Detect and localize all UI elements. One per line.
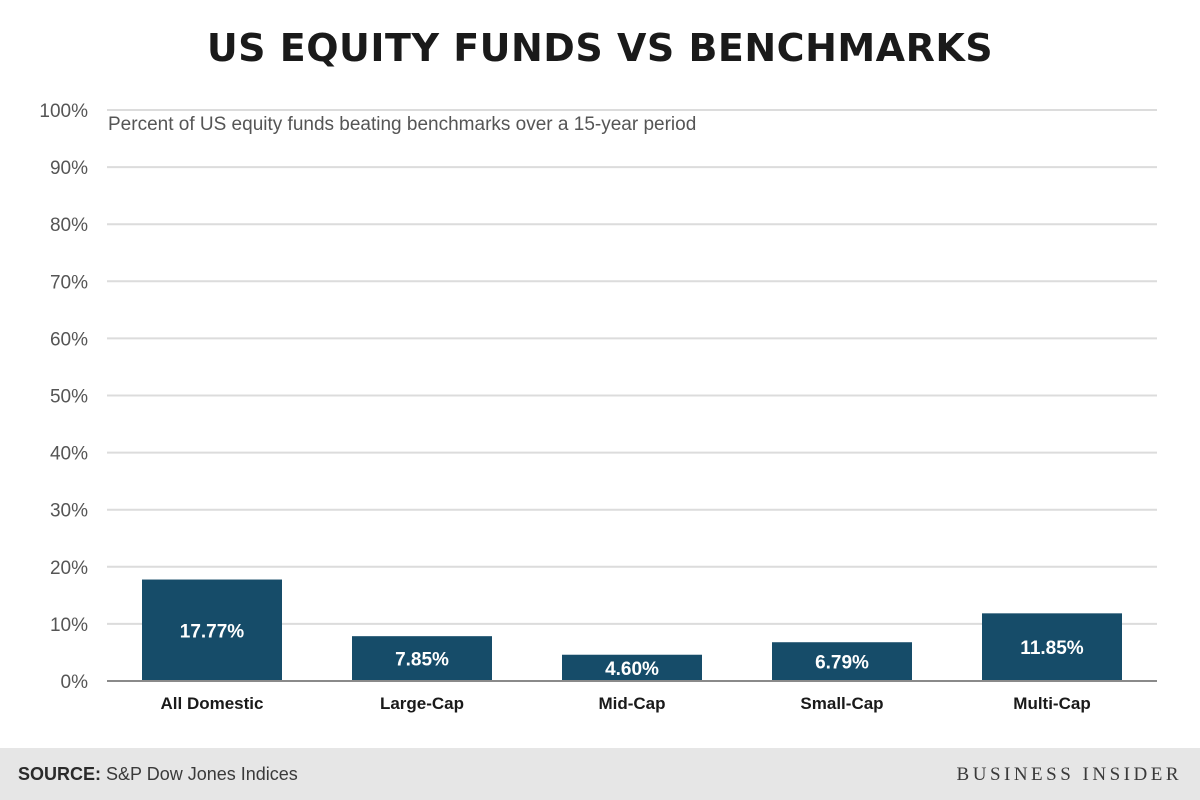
y-tick-label: 20% [50, 558, 88, 579]
y-tick-label: 10% [50, 615, 88, 636]
bar-value-label: 6.79% [815, 653, 869, 674]
bar-value-labels: 17.77% 7.85% 4.60% 6.79% 11.85% [180, 621, 1084, 680]
y-tick-label: 0% [61, 672, 89, 693]
bar-value-label: 4.60% [605, 659, 659, 680]
brand-logo: BUSINESS INSIDER [956, 764, 1182, 785]
y-tick-label: 100% [39, 101, 88, 122]
category-label: Large-Cap [380, 694, 464, 713]
bar-value-label: 11.85% [1020, 638, 1083, 659]
bar-value-label: 17.77% [180, 621, 245, 642]
bar-value-label: 7.85% [395, 650, 449, 671]
y-axis-ticks: 0% 10% 20% 30% 40% 50% 60% 70% 80% 90% 100% [39, 101, 88, 693]
chart-title: US EQUITY FUNDS VS BENCHMARKS [206, 26, 994, 70]
bar [142, 579, 282, 681]
source-text: S&P Dow Jones Indices [106, 764, 298, 784]
x-axis-categories: All Domestic Large-Cap Mid-Cap Small-Cap Mul… [161, 694, 1091, 713]
bar [562, 654, 702, 681]
y-tick-label: 60% [50, 329, 88, 350]
y-tick-label: 50% [50, 387, 88, 408]
gridlines [107, 109, 1157, 625]
bar [352, 636, 492, 681]
category-label: Mid-Cap [598, 694, 665, 713]
bar-chart: 0% 10% 20% 30% 40% 50% 60% 70% 80% 90% 100% Percen… [39, 101, 1157, 713]
footer: SOURCE: S&P Dow Jones Indices BUSINESS I… [0, 748, 1200, 800]
source-label: SOURCE: [18, 764, 102, 784]
bars [142, 579, 1122, 681]
y-tick-label: 30% [50, 501, 88, 522]
y-tick-label: 90% [50, 158, 88, 179]
y-tick-label: 70% [50, 272, 88, 293]
category-label: Small-Cap [800, 694, 883, 713]
y-tick-label: 40% [50, 444, 88, 465]
source-note: SOURCE: S&P Dow Jones Indices [18, 764, 298, 785]
bar [772, 642, 912, 681]
y-tick-label: 80% [50, 215, 88, 236]
category-label: Multi-Cap [1013, 694, 1090, 713]
bar [982, 613, 1122, 681]
category-label: All Domestic [161, 694, 264, 713]
chart-subtitle: Percent of US equity funds beating bench… [108, 114, 696, 135]
